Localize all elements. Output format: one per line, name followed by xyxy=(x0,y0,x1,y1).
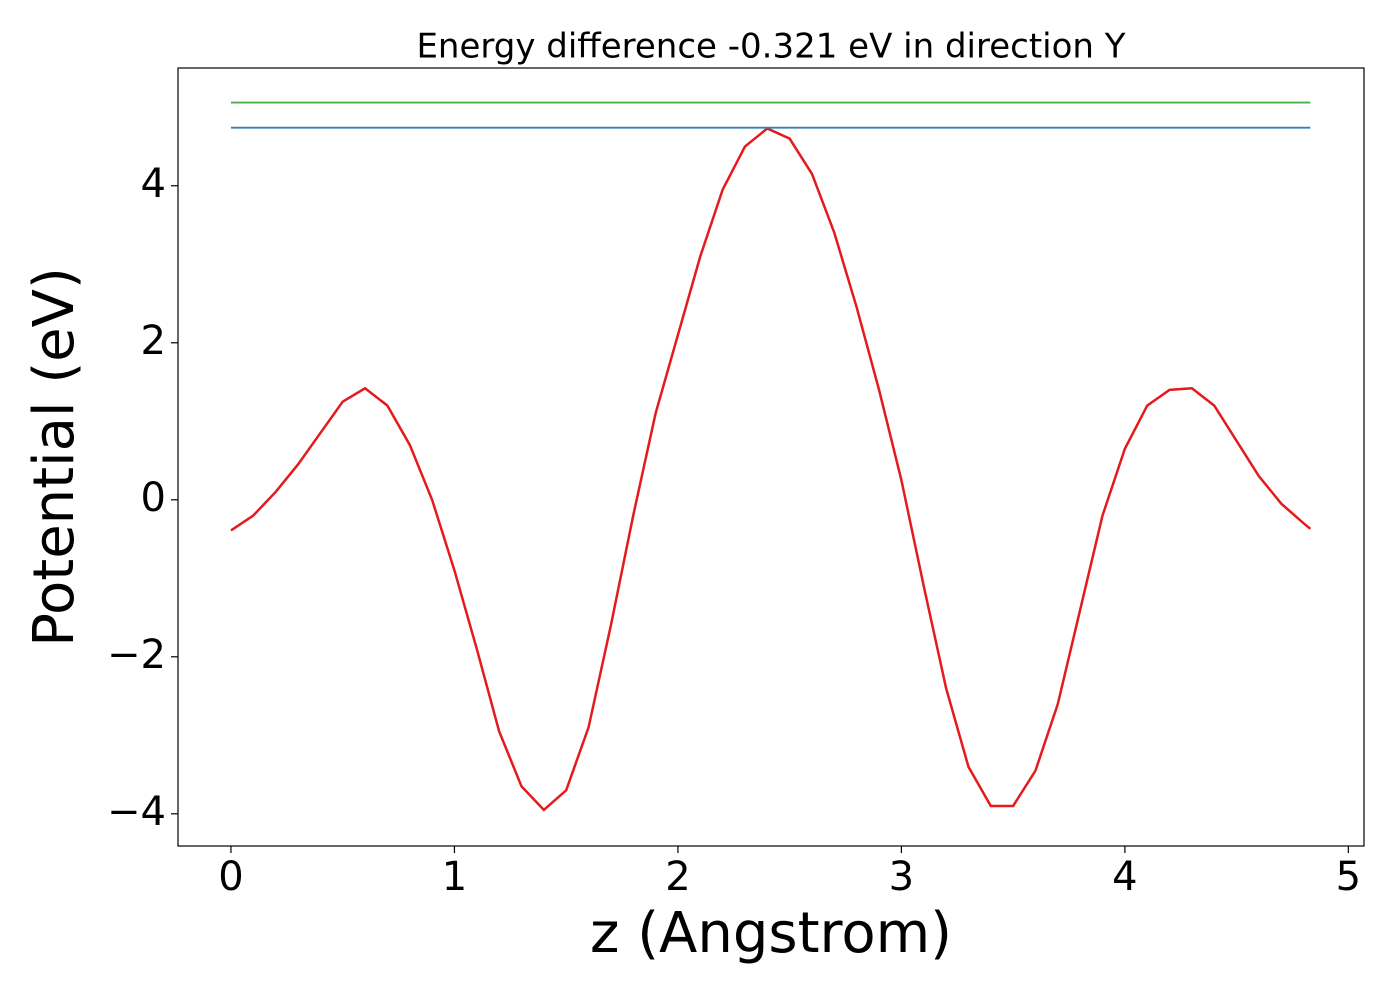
y-tick-label: 4 xyxy=(141,161,166,207)
y-axis-label: Potential (eV) xyxy=(22,267,87,647)
x-tick-label: 5 xyxy=(1336,854,1361,900)
data-line xyxy=(230,126,1312,812)
x-tick-label: 0 xyxy=(218,854,243,900)
y-tick-label: −2 xyxy=(107,632,166,678)
x-tick-label: 2 xyxy=(665,854,690,900)
x-axis-label: z (Angstrom) xyxy=(590,901,952,966)
plot-frame xyxy=(177,67,1365,847)
y-tick-label: 0 xyxy=(141,475,166,521)
chart-title: Energy difference -0.321 eV in direction… xyxy=(416,27,1125,67)
x-tick-label: 3 xyxy=(889,854,914,900)
x-tick-label: 4 xyxy=(1112,854,1137,900)
y-tick-label: −4 xyxy=(107,789,166,835)
x-tick-label: 1 xyxy=(442,854,467,900)
y-tick-label: 2 xyxy=(141,318,166,364)
